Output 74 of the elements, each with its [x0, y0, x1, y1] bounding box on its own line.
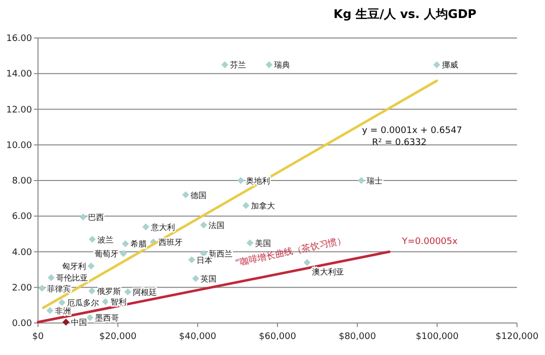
- y-tick-label: 0.00: [12, 319, 32, 329]
- x-tick-label: $120,000: [496, 332, 539, 342]
- point: [86, 314, 94, 322]
- point: [88, 287, 96, 294]
- point: [433, 61, 440, 68]
- annotation: 巴西: [88, 213, 104, 222]
- point: [122, 240, 129, 248]
- point: [58, 299, 66, 306]
- y-tick-label: 10.00: [6, 140, 32, 151]
- annotation: 日本: [196, 256, 213, 265]
- point: [182, 191, 190, 198]
- annotation: R² = 0.6332: [372, 138, 427, 148]
- point: [266, 61, 273, 68]
- point: [124, 288, 132, 296]
- y-tick-label: 12.00: [6, 105, 32, 116]
- y-tick-label: 4.00: [12, 248, 32, 258]
- annotation: 奥地利: [246, 176, 270, 186]
- point: [62, 318, 70, 326]
- point: [188, 256, 196, 264]
- annotation: 希腊: [130, 240, 146, 249]
- annotation: 德国: [190, 190, 207, 200]
- annotation: 波兰: [97, 235, 114, 244]
- annotation: Y=0.00005x: [401, 237, 458, 247]
- point: [38, 284, 46, 292]
- annotation: 澳大利亚: [312, 267, 344, 276]
- point: [242, 202, 250, 209]
- point: [221, 61, 228, 68]
- point: [142, 223, 150, 230]
- annotation: 中国: [70, 318, 87, 328]
- annotation: 非洲: [54, 306, 71, 316]
- annotation: 匈牙利: [62, 262, 86, 271]
- y-tick-label: 2.00: [12, 283, 32, 294]
- annotation: 西班牙: [158, 238, 182, 247]
- x-tick-label: $60,000: [258, 332, 296, 342]
- y-tick-label: 8.00: [12, 176, 32, 186]
- point: [102, 298, 109, 306]
- point: [192, 274, 200, 282]
- x-tick-label: $20,000: [99, 332, 137, 342]
- annotation: 墨西哥: [94, 314, 119, 323]
- annotation: 俄罗斯: [96, 286, 121, 296]
- annotation: 瑞士: [366, 176, 382, 186]
- x-tick-label: $100,000: [416, 332, 459, 342]
- annotation: 美国: [254, 238, 271, 248]
- point: [237, 177, 244, 184]
- annotation: 厄瓜多尔: [66, 298, 99, 308]
- point: [48, 274, 55, 282]
- point: [304, 258, 311, 266]
- x-tick-label: $40,000: [179, 332, 217, 342]
- y-tick-label: 16.00: [6, 34, 32, 44]
- annotation: 挪威: [442, 60, 458, 70]
- point: [200, 222, 208, 229]
- annotation: y = 0.0001x + 0.6547: [362, 126, 462, 136]
- point: [80, 214, 87, 221]
- annotation: 加拿大: [250, 201, 275, 210]
- annotation: 法国: [208, 221, 225, 230]
- annotation: 芬兰: [230, 60, 246, 70]
- annotation: 瑞典: [274, 60, 290, 70]
- annotation: 英国: [200, 274, 217, 284]
- annotation: 菲律宾: [46, 284, 71, 294]
- x-tick-label: $80,000: [338, 332, 376, 342]
- annotation: 阿根廷: [132, 288, 157, 297]
- point: [46, 307, 54, 314]
- x-tick-label: $0: [32, 332, 44, 342]
- y-tick-label: 14.00: [6, 70, 32, 80]
- point: [120, 250, 127, 258]
- annotation: 葡萄牙: [94, 250, 118, 259]
- annotation: 哥伦比亚: [56, 274, 88, 283]
- point: [246, 239, 254, 246]
- chart-title: Kg 生豆/人 vs. 人均GDP: [334, 7, 477, 21]
- point: [358, 177, 365, 184]
- annotation: 意大利: [150, 222, 175, 232]
- point: [88, 262, 95, 270]
- point: [88, 236, 96, 243]
- y-tick-label: 6.00: [12, 212, 32, 222]
